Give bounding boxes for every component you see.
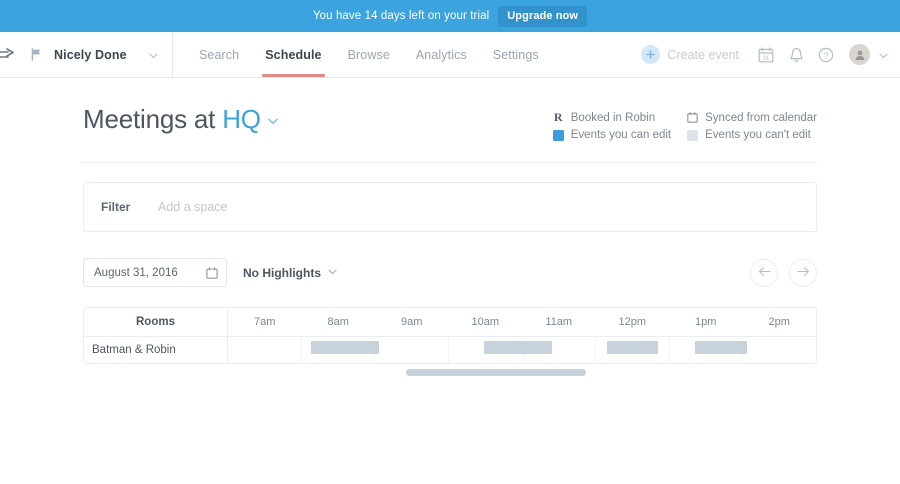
collapse-arrow-icon[interactable] (0, 47, 20, 62)
schedule-toolbar: No Highlights (83, 258, 817, 287)
legend-item-events-you-cant-edit: Events you can't edit (687, 129, 817, 141)
legend-label: Booked in Robin (570, 111, 656, 124)
svg-text:?: ? (824, 50, 829, 60)
tab-search[interactable]: Search (186, 32, 252, 77)
tab-settings[interactable]: Settings (480, 32, 552, 77)
time-header: 11am (545, 316, 573, 328)
legend-label: Events you can edit (570, 129, 672, 141)
org-name-label[interactable]: Nicely Done (54, 47, 127, 62)
time-header: 2pm (768, 316, 790, 328)
grid-cell (523, 337, 597, 363)
space-chevron-down-icon[interactable] (268, 116, 278, 128)
legend-item-synced-from-calendar: Synced from calendar (687, 110, 817, 125)
date-input[interactable] (94, 266, 206, 279)
table-row: Batman & Robin (84, 337, 816, 363)
trial-banner: You have 14 days left on your trial Upgr… (0, 0, 900, 32)
time-column-headers: 7am 8am 9am 10am 11am 12pm 1pm 2pm (228, 308, 816, 336)
tab-browse[interactable]: Browse (335, 32, 403, 77)
legend: R Booked in Robin Synced from calendar E… (552, 110, 817, 141)
bell-icon[interactable] (781, 40, 811, 70)
grid-cell (743, 337, 816, 363)
create-event-label: Create event (667, 47, 739, 62)
calendar-outline-icon (687, 112, 698, 123)
filter-label: Filter (101, 200, 131, 214)
time-header: 9am (401, 316, 423, 328)
robin-r-icon: R (553, 110, 563, 124)
event-block[interactable] (483, 341, 552, 354)
title-row: Meetings at HQ R Booked in Robin Synced … (83, 78, 817, 141)
trial-banner-text: You have 14 days left on your trial (312, 10, 490, 22)
grid-cell (375, 337, 449, 363)
svg-text:31: 31 (763, 56, 770, 62)
grid-cell (596, 337, 670, 363)
legend-label: Synced from calendar (705, 111, 817, 124)
create-event-button[interactable]: Create event (641, 45, 739, 64)
legend-label: Events you can't edit (705, 129, 811, 141)
page-title-space-name[interactable]: HQ (222, 104, 261, 134)
event-block[interactable] (695, 341, 747, 354)
chevron-down-icon (328, 267, 337, 278)
gray-swatch-icon (687, 129, 699, 141)
top-navigation-bar: Nicely Done Search Schedule Browse Analy… (0, 32, 900, 78)
tab-browse-label: Browse (347, 47, 390, 62)
legend-item-booked-in-robin: R Booked in Robin (553, 110, 671, 125)
scrollbar-thumb[interactable] (405, 369, 586, 376)
date-nav-arrows (750, 258, 817, 287)
arrow-left-icon (758, 264, 771, 282)
filter-box: Filter (83, 182, 817, 232)
time-header: 8am (327, 316, 349, 328)
schedule-header-row: Rooms 7am 8am 9am 10am 11am 12pm 1pm 2pm (84, 308, 816, 337)
time-header: 1pm (695, 316, 717, 328)
avatar-chevron-down-icon[interactable] (879, 46, 888, 64)
page-title-prefix: Meetings at (83, 104, 216, 134)
arrow-right-icon (796, 264, 810, 282)
schedule-table: Rooms 7am 8am 9am 10am 11am 12pm 1pm 2pm… (83, 307, 817, 364)
legend-item-events-you-can-edit: Events you can edit (552, 129, 672, 141)
rooms-column-header: Rooms (84, 308, 228, 336)
plus-circle-icon (641, 45, 661, 64)
time-header: 7am (254, 316, 276, 328)
page-content: Meetings at HQ R Booked in Robin Synced … (0, 78, 900, 376)
next-day-button[interactable] (789, 258, 817, 287)
tab-search-label: Search (199, 47, 240, 62)
horizontal-scrollbar[interactable] (83, 369, 817, 376)
flag-icon[interactable] (26, 48, 46, 61)
nav-actions: Create event 31 ? (641, 32, 900, 77)
tab-schedule[interactable]: Schedule (252, 32, 334, 77)
event-block[interactable] (310, 341, 380, 354)
room-timeline-track[interactable] (228, 337, 816, 363)
highlights-dropdown[interactable]: No Highlights (243, 266, 337, 280)
room-name-cell[interactable]: Batman & Robin (84, 337, 228, 363)
chevron-down-icon[interactable] (149, 46, 158, 64)
nav-org-section: Nicely Done (0, 32, 173, 77)
prev-day-button[interactable] (750, 258, 778, 287)
question-circle-icon[interactable]: ? (811, 40, 841, 70)
time-header: 12pm (618, 316, 647, 328)
tab-schedule-label: Schedule (265, 47, 322, 62)
filter-input[interactable] (158, 200, 799, 214)
blue-swatch-icon (552, 129, 564, 141)
upgrade-now-button[interactable]: Upgrade now (498, 5, 588, 27)
date-picker[interactable] (83, 258, 227, 287)
user-avatar-icon[interactable] (849, 44, 870, 65)
nav-tabs: Search Schedule Browse Analytics Setting… (186, 32, 552, 77)
calendar-icon[interactable] (206, 266, 218, 279)
highlights-label: No Highlights (243, 265, 321, 280)
event-block[interactable] (607, 341, 659, 354)
grid-cell (228, 337, 302, 363)
tab-settings-label: Settings (492, 47, 539, 62)
title-divider (83, 162, 817, 163)
page-title: Meetings at HQ (83, 104, 278, 135)
calendar-icon[interactable]: 31 (751, 40, 781, 70)
time-header: 10am (471, 316, 500, 328)
tab-analytics[interactable]: Analytics (403, 32, 480, 77)
tab-analytics-label: Analytics (415, 47, 467, 62)
